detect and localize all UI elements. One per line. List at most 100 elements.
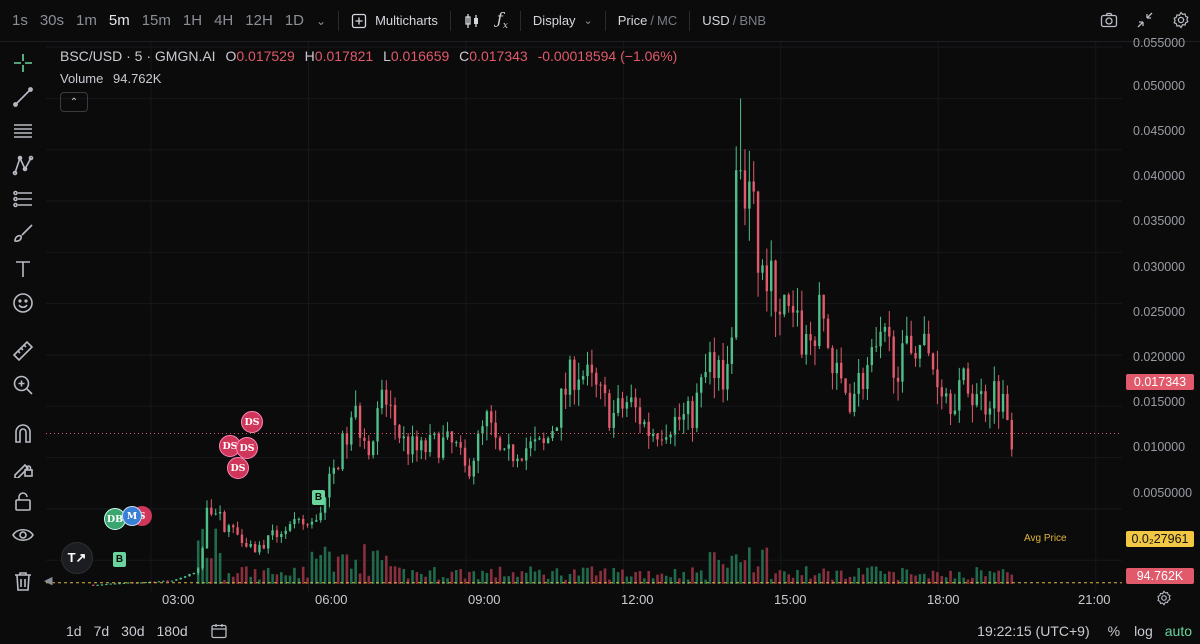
candle-body <box>844 378 847 393</box>
candle-body <box>240 534 244 543</box>
timeframe-dropdown-icon[interactable]: ⌄ <box>316 13 327 28</box>
eye-icon[interactable] <box>10 522 36 548</box>
volume-bar <box>979 570 983 584</box>
range-180d[interactable]: 180d <box>156 623 188 639</box>
x-tick: 06:00 <box>315 592 348 607</box>
tf-1m[interactable]: 1m <box>76 12 97 29</box>
candle-body <box>306 524 309 526</box>
tradingview-logo-icon[interactable]: T↗ <box>61 542 93 574</box>
candle-body <box>883 326 887 332</box>
buy-marker[interactable]: B <box>113 552 126 567</box>
tf-1h[interactable]: 1H <box>182 12 203 29</box>
volume-bar <box>393 566 397 584</box>
m-marker[interactable]: M <box>122 506 142 526</box>
volume-bar <box>533 571 537 584</box>
volume-bar <box>809 578 812 584</box>
unlock-icon[interactable] <box>10 488 36 514</box>
candle-body <box>236 527 239 535</box>
candle-body <box>188 574 191 577</box>
tf-30s[interactable]: 30s <box>39 12 65 29</box>
candle-body <box>608 393 611 428</box>
tf-5m[interactable]: 5m <box>108 12 130 29</box>
chart-settings-icon[interactable] <box>1156 590 1172 606</box>
ds-marker[interactable]: DS <box>227 457 249 479</box>
candle-body <box>529 441 532 449</box>
candle-body <box>599 384 602 386</box>
candle-body <box>905 335 908 344</box>
volume-bar <box>621 569 624 584</box>
crosshair-icon[interactable] <box>10 50 36 76</box>
tf-4h[interactable]: 4H <box>214 12 234 29</box>
volume-bar <box>730 555 734 584</box>
settings-gear-icon[interactable] <box>1172 11 1190 29</box>
percent-toggle[interactable]: % <box>1107 623 1121 639</box>
tf-1s[interactable]: 1s <box>12 12 28 29</box>
candle-body <box>271 530 274 536</box>
display-dropdown[interactable]: Display ⌄ <box>533 13 593 28</box>
ds-marker[interactable]: DS <box>241 411 263 433</box>
camera-icon[interactable] <box>1100 11 1118 29</box>
magnet-icon[interactable] <box>10 420 36 446</box>
price-mc-toggle[interactable]: Price / MC <box>618 13 677 28</box>
price-axis[interactable]: 0.055000 0.050000 0.045000 0.040000 0.03… <box>1122 36 1200 597</box>
zoom-in-icon[interactable] <box>10 372 36 398</box>
horizontal-lines-icon[interactable] <box>10 118 36 144</box>
emoji-icon[interactable] <box>10 290 36 316</box>
tf-1d[interactable]: 1D <box>284 12 304 29</box>
volume-bar <box>240 567 244 584</box>
trash-icon[interactable] <box>10 568 36 594</box>
candle-body <box>778 311 782 315</box>
ruler-icon[interactable] <box>10 338 36 364</box>
candle-body <box>748 181 751 209</box>
volume-bar <box>511 572 515 584</box>
volume-bar <box>791 577 795 584</box>
fib-levels-icon[interactable] <box>10 186 36 212</box>
tf-12h[interactable]: 12H <box>245 12 273 29</box>
buy-marker[interactable]: B <box>312 490 325 505</box>
usd-toggle-label: USD <box>702 13 730 28</box>
candle-body <box>433 433 436 436</box>
text-tool-icon[interactable] <box>10 256 36 282</box>
indicators-icon[interactable]: ƒx <box>496 9 508 32</box>
collapse-arrows-icon[interactable] <box>1136 11 1154 29</box>
range-30d[interactable]: 30d <box>121 623 145 639</box>
tf-15m[interactable]: 15m <box>141 12 171 29</box>
pattern-icon[interactable] <box>10 152 36 178</box>
volume-bar <box>638 571 642 584</box>
volume-bar <box>253 569 257 584</box>
candle-body <box>201 548 204 569</box>
volume-bar <box>721 564 725 584</box>
calendar-icon[interactable] <box>210 622 228 640</box>
candle-body <box>857 372 860 394</box>
range-7d[interactable]: 7d <box>93 623 110 639</box>
volume-bar <box>529 566 532 584</box>
log-toggle[interactable]: log <box>1134 623 1153 639</box>
brush-icon[interactable] <box>10 220 36 246</box>
candle-body <box>122 582 126 584</box>
multicharts-button[interactable]: Multicharts <box>351 13 438 29</box>
candle-body <box>984 391 987 415</box>
volume-bar <box>590 566 594 584</box>
volume-bar <box>953 578 957 584</box>
ds-marker[interactable]: DS <box>236 437 258 459</box>
candle-body <box>770 260 773 292</box>
collapse-sidebar-icon[interactable]: ◀ <box>44 575 53 587</box>
candle-body <box>218 512 222 514</box>
usd-bnb-toggle[interactable]: USD / BNB <box>702 13 766 28</box>
volume-bar <box>367 575 371 584</box>
candle-body <box>227 525 231 532</box>
trend-line-icon[interactable] <box>10 84 36 110</box>
mc-toggle-label: MC <box>657 13 678 28</box>
range-1d[interactable]: 1d <box>66 623 82 639</box>
candle-body <box>153 581 156 583</box>
candle-body <box>708 352 712 373</box>
lock-drawing-icon[interactable] <box>10 454 36 480</box>
close-value: 0.017343 <box>469 48 528 64</box>
auto-toggle[interactable]: auto <box>1164 623 1192 639</box>
candle-body <box>927 333 930 354</box>
collapse-legend-button[interactable]: ⌃ <box>60 92 88 112</box>
candle-body <box>393 404 397 426</box>
candle-type-icon[interactable] <box>463 12 481 30</box>
candle-body <box>949 393 952 415</box>
